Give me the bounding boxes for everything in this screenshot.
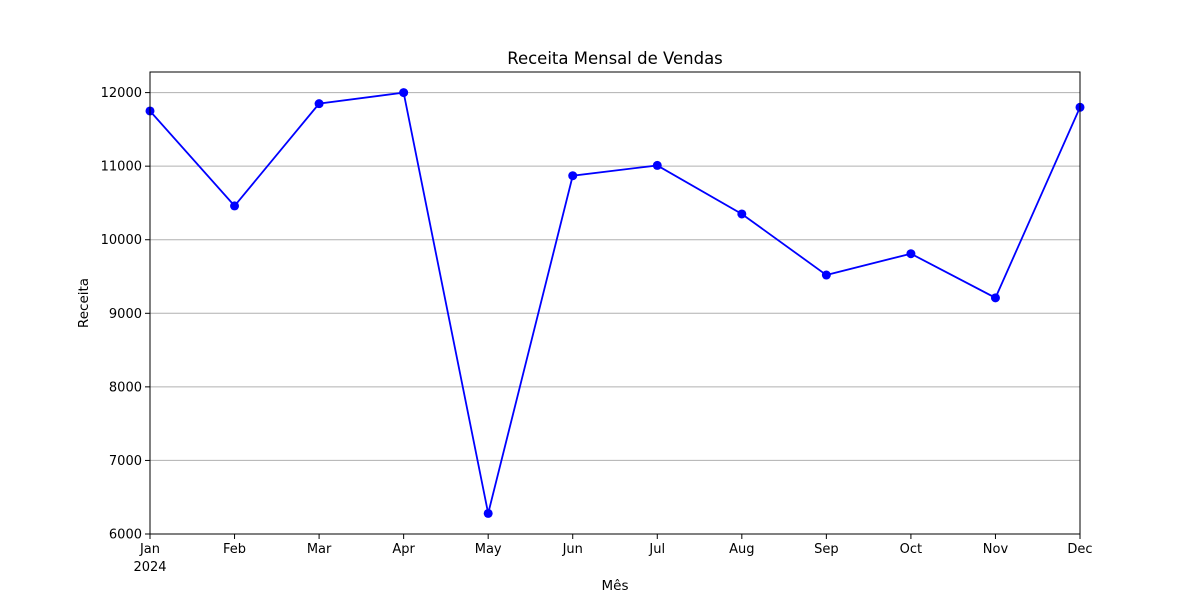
data-point: [652, 160, 662, 170]
x-tick-label: Jan: [139, 542, 160, 557]
data-series: [145, 88, 1085, 518]
x-axis-ticks: Jan Feb Mar Apr May Jun Jul Aug Sep Oct Nov Dec 2024: [133, 534, 1093, 575]
y-tick-label: 6000: [109, 528, 142, 543]
y-tick-label: 8000: [109, 380, 142, 395]
x-tick-label: May: [475, 542, 502, 557]
data-point: [230, 201, 240, 211]
axes-frame: [149, 71, 1081, 535]
x-axis-label: Mês: [602, 578, 629, 594]
y-tick-label: 9000: [109, 307, 142, 322]
x-tick-label: Aug: [729, 542, 754, 557]
x-tick-label: Oct: [900, 542, 922, 557]
data-point: [990, 293, 1000, 303]
chart-title: Receita Mensal de Vendas: [507, 49, 723, 68]
y-tick-label: 7000: [109, 454, 142, 469]
grid-lines: [150, 92, 1080, 535]
y-axis-ticks: 6000 7000 8000 9000 10000 11000 12000: [101, 86, 150, 543]
x-tick-label: Apr: [392, 542, 415, 557]
y-tick-label: 11000: [101, 160, 142, 175]
data-point: [399, 88, 409, 98]
y-axis-label: Receita: [76, 278, 92, 328]
y-tick-label: 12000: [101, 86, 142, 101]
x-tick-year-label: 2024: [133, 560, 166, 575]
x-tick-label: Dec: [1067, 542, 1092, 557]
x-tick-label: Jun: [562, 542, 583, 557]
x-tick-label: Nov: [983, 542, 1009, 557]
y-tick-label: 10000: [101, 233, 142, 248]
x-tick-label: Jul: [648, 542, 665, 557]
x-tick-label: Feb: [223, 542, 246, 557]
series-line: [149, 91, 1081, 514]
data-point: [737, 209, 747, 219]
data-point: [568, 171, 578, 181]
data-point: [314, 99, 324, 109]
data-point: [906, 249, 916, 259]
data-point: [821, 270, 831, 280]
x-tick-label: Sep: [814, 542, 839, 557]
data-point: [483, 508, 493, 518]
x-tick-label: Mar: [307, 542, 332, 557]
